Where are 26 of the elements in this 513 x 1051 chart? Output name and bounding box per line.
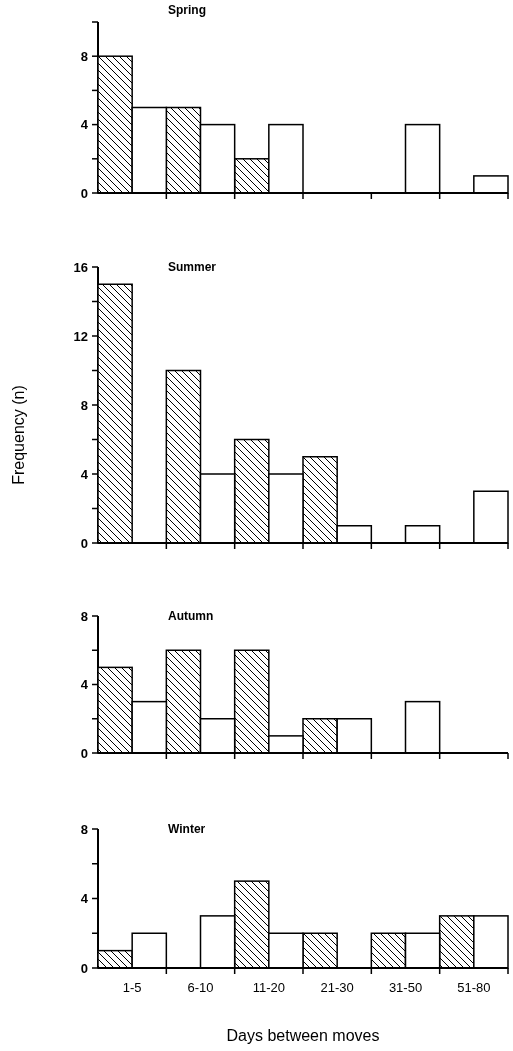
x-tick-label: 21-30 [320, 980, 354, 995]
chart-title: Winter [168, 822, 206, 836]
chart-title: Spring [168, 3, 206, 17]
x-tick-label: 1-5 [122, 980, 142, 995]
y-tick-label: 4 [80, 891, 89, 907]
y-tick-label: 8 [80, 48, 88, 64]
y-tick-label: 4 [80, 466, 89, 482]
y-tick-label: 8 [80, 397, 88, 413]
x-tick-label: 31-50 [388, 980, 423, 995]
y-tick-label: 4 [80, 117, 89, 133]
x-tick-label: 51-80 [457, 980, 491, 995]
x-tick-label: 11-20 [252, 980, 285, 995]
chart-title: Autumn [168, 609, 214, 623]
y-tick-label: 0 [80, 960, 88, 976]
y-tick-label: 8 [80, 608, 88, 624]
y-tick-label: 12 [73, 328, 88, 344]
y-tick-label: 0 [80, 535, 88, 551]
y-tick-label: 0 [80, 745, 88, 761]
x-axis-title: Days between moves [226, 1027, 380, 1044]
y-tick-label: 4 [80, 677, 89, 693]
y-tick-label: 8 [80, 821, 88, 837]
y-axis-title: Frequency (n) [10, 385, 27, 485]
y-tick-label: 0 [80, 185, 88, 201]
chart-title: Summer [168, 260, 217, 274]
y-tick-label: 16 [73, 259, 88, 275]
x-tick-label: 6-10 [187, 980, 214, 995]
